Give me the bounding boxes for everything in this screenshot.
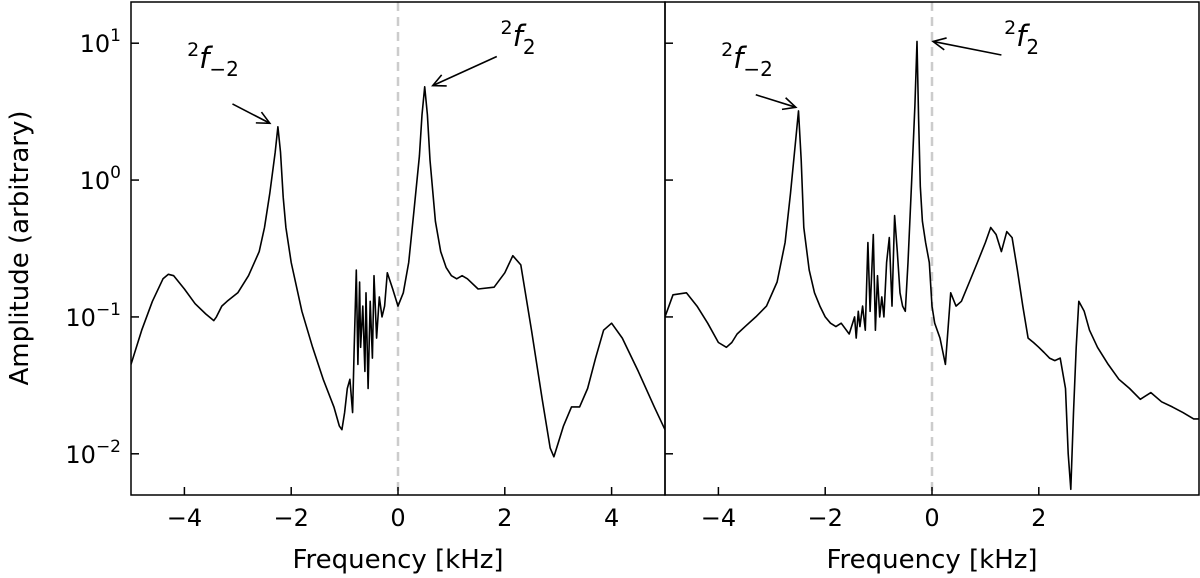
x-tick-label: 0 [924, 504, 939, 532]
series-line [665, 40, 1199, 491]
annotation-arrow [932, 40, 1002, 56]
y-tick-label: 10−1 [65, 300, 121, 332]
peak-annotation-label: 2f2 [501, 17, 536, 59]
peak-annotation-label: 2f2 [1004, 17, 1039, 59]
annotation-arrow [432, 55, 498, 87]
annotation-arrowhead [431, 74, 447, 87]
annotation-arrowhead [255, 111, 272, 125]
annotation-arrowhead [931, 37, 947, 51]
panel-right: −4 −2 0 2 Frequency [kHz] 2f−2 2f2 [664, 1, 1200, 575]
x-axis-label: Frequency [kHz] [292, 545, 503, 575]
y-axis-label: Amplitude (arbitrary) [5, 110, 35, 385]
x-tick-label: −4 [167, 504, 202, 532]
y-tick-label: 100 [80, 163, 121, 195]
x-axis-label: Frequency [kHz] [826, 545, 1037, 575]
annotation-arrowhead [781, 97, 798, 111]
series-line [131, 86, 665, 458]
panel-left: −4 −2 0 2 4 10−2 10−1 100 101 Frequency [kHz] 2f−2… [65, 1, 666, 575]
y-tick-label: 101 [80, 26, 121, 58]
x-tick-label: 2 [497, 504, 512, 532]
annotation-arrow [755, 94, 797, 109]
x-tick-label: 2 [1031, 504, 1046, 532]
peak-annotation-label: 2f−2 [721, 39, 773, 81]
x-tick-label: −2 [808, 504, 843, 532]
x-tick-label: 0 [390, 504, 405, 532]
annotation-arrow [232, 103, 271, 124]
y-tick-label: 10−2 [65, 437, 121, 469]
x-tick-label: −2 [274, 504, 309, 532]
x-tick-label: −4 [701, 504, 736, 532]
peak-annotation-label: 2f−2 [187, 39, 239, 81]
x-tick-label: 4 [604, 504, 619, 532]
